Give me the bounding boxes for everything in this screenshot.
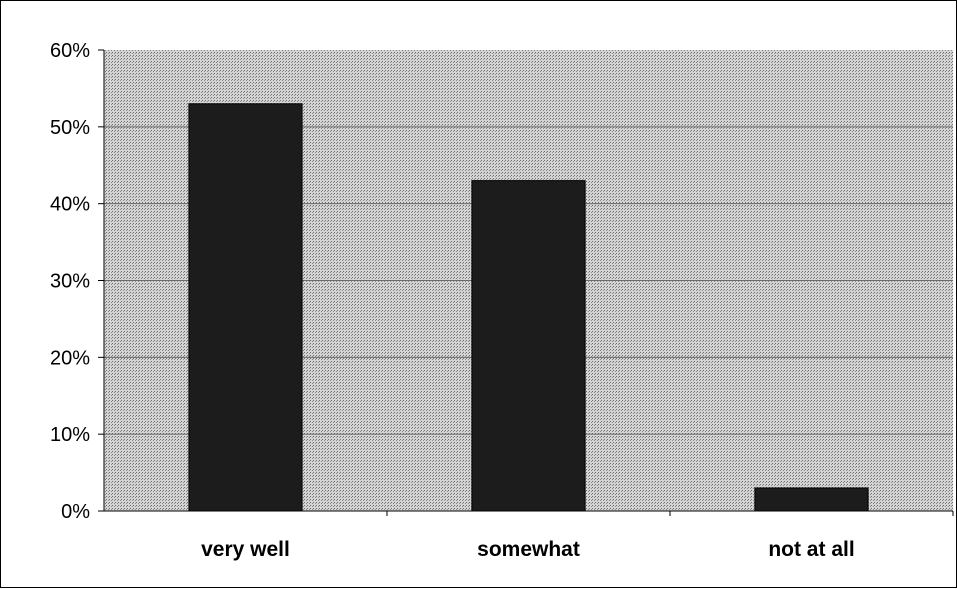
y-tick-label: 10% bbox=[50, 424, 90, 446]
bar-somewhat bbox=[471, 180, 586, 512]
bar-very-well bbox=[188, 103, 303, 512]
y-tick-label: 30% bbox=[50, 271, 90, 293]
bars bbox=[188, 103, 869, 512]
y-axis: 0% 10% 20% 30% 40% 50% 60% bbox=[50, 40, 105, 523]
x-category-label: very well bbox=[201, 538, 290, 561]
bar-not-at-all bbox=[754, 487, 869, 512]
y-tick-label: 40% bbox=[50, 194, 90, 216]
x-axis: very well somewhat not at all bbox=[104, 510, 954, 561]
y-tick-label: 20% bbox=[50, 347, 90, 369]
x-category-label: somewhat bbox=[477, 538, 580, 561]
y-tick-label: 60% bbox=[50, 40, 90, 62]
y-tick-label: 50% bbox=[50, 117, 90, 139]
x-category-label: not at all bbox=[768, 538, 854, 561]
y-tick-label: 0% bbox=[61, 501, 90, 523]
